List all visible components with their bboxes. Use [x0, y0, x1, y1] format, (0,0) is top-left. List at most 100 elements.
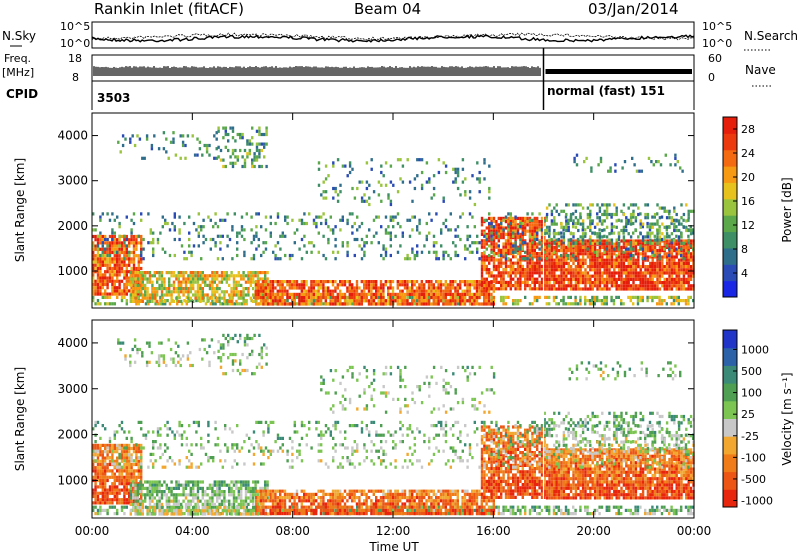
data-cell [639, 281, 642, 285]
data-cell [478, 177, 481, 181]
data-cell [444, 292, 447, 296]
data-cell [466, 289, 469, 293]
data-cell [244, 299, 248, 303]
data-cell [104, 237, 107, 242]
data-cell [531, 252, 534, 256]
data-cell [346, 299, 349, 303]
data-cell [360, 180, 364, 184]
data-cell [284, 253, 287, 258]
data-cell [545, 245, 549, 249]
data-cell [528, 258, 532, 262]
data-cell [665, 265, 669, 269]
data-cell [670, 271, 674, 275]
data-cell [492, 253, 496, 258]
data-cell [488, 190, 491, 194]
data-cell [644, 203, 647, 207]
data-cell [687, 287, 690, 291]
data-cell [224, 302, 227, 306]
data-cell [521, 239, 524, 243]
data-cell [353, 253, 356, 258]
data-cell [111, 266, 114, 271]
data-cell [483, 158, 486, 162]
data-cell [581, 277, 585, 281]
data-cell [509, 268, 512, 272]
data-cell [490, 280, 493, 284]
data-cell [101, 279, 104, 283]
data-cell [92, 263, 95, 267]
data-cell [610, 261, 614, 265]
nsky-trace [91, 34, 695, 43]
data-cell [281, 299, 284, 303]
data-cell [408, 218, 412, 222]
data-cell [283, 289, 287, 293]
data-cell [687, 209, 690, 213]
data-cell [500, 220, 503, 224]
data-cell [581, 281, 585, 285]
data-cell [621, 166, 624, 170]
data-cell [617, 258, 621, 262]
data-cell [192, 293, 195, 297]
data-cell [581, 271, 585, 275]
data-cell [512, 231, 515, 235]
data-cell [392, 215, 395, 219]
data-cell [331, 299, 335, 303]
data-cell [153, 293, 156, 297]
data-cell [483, 289, 486, 293]
data-cell [255, 247, 258, 251]
data-cell [632, 277, 635, 281]
data-cell [322, 292, 325, 296]
data-cell [526, 268, 529, 272]
data-cell [116, 286, 119, 290]
data-cell [384, 299, 387, 303]
data-cell [543, 255, 546, 259]
data-cell [125, 244, 128, 248]
data-cell [116, 257, 119, 261]
data-cell [536, 252, 539, 256]
data-cell [677, 271, 681, 275]
data-cell [94, 260, 97, 264]
data-cell [596, 249, 599, 253]
data-cell [629, 252, 633, 256]
data-cell [586, 255, 590, 259]
data-cell [425, 299, 428, 303]
data-cell [504, 232, 508, 236]
data-cell [116, 238, 119, 242]
data-cell [577, 274, 580, 278]
data-cell [483, 258, 486, 262]
data-cell [355, 302, 359, 306]
data-cell [243, 164, 247, 169]
data-cell [370, 302, 373, 306]
data-cell [96, 498, 100, 502]
data-cell [351, 302, 354, 306]
data-cell [372, 296, 375, 300]
data-cell [627, 242, 630, 246]
data-cell [92, 459, 95, 463]
data-cell [106, 253, 109, 258]
data-cell [358, 225, 361, 229]
data-cell [574, 302, 577, 306]
data-cell [329, 215, 332, 219]
data-cell [447, 228, 450, 232]
data-cell [651, 225, 654, 229]
data-cell [495, 236, 498, 240]
data-cell [432, 296, 435, 300]
data-cell [189, 274, 192, 278]
data-cell [490, 231, 493, 235]
data-cell [444, 225, 448, 229]
data-cell [113, 260, 116, 264]
data-cell [106, 475, 109, 479]
data-cell [538, 257, 541, 261]
data-cell [135, 234, 138, 239]
data-cell [471, 241, 474, 245]
data-cell [646, 212, 650, 217]
data-cell [591, 287, 594, 291]
data-cell [264, 286, 267, 290]
data-cell [596, 239, 599, 243]
data-cell [677, 265, 681, 269]
data-cell [183, 299, 186, 303]
data-cell [521, 236, 524, 240]
data-cell [377, 286, 380, 290]
data-cell [228, 293, 231, 297]
data-cell [495, 274, 498, 278]
